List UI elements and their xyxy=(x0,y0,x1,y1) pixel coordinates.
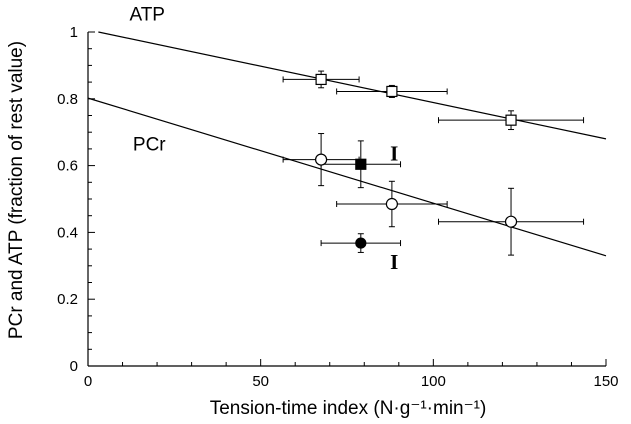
annotation-label-i: I xyxy=(390,250,398,274)
annotation-label-i: I xyxy=(390,142,398,166)
fit-lines xyxy=(87,31,607,257)
x-tick-label: 150 xyxy=(593,373,618,390)
atp-marker xyxy=(505,114,517,126)
y-tick-label: 0.8 xyxy=(57,91,78,108)
pcr-fit-line xyxy=(87,97,607,257)
y-tick-label: 0.6 xyxy=(57,158,78,175)
atp-fit-line xyxy=(98,31,607,140)
pcr-marker xyxy=(385,197,398,211)
x-tick-label: 0 xyxy=(84,373,92,390)
tick-marks xyxy=(87,31,607,367)
axes xyxy=(87,32,606,367)
y-axis-label: PCr and ATP (fraction of rest value) xyxy=(6,41,27,339)
tick-labels: 0 50 100 150 0 0.2 0.4 0.6 0.8 1 xyxy=(57,24,618,390)
error-bars xyxy=(282,70,585,256)
pcr-marker xyxy=(315,153,328,166)
x-tick-label: 100 xyxy=(421,373,446,390)
x-tick-label: 50 xyxy=(252,373,269,390)
atp-marker xyxy=(386,85,398,98)
pcr-marker xyxy=(504,215,518,228)
series-label-pcr: PCr xyxy=(133,135,166,156)
y-tick-label: 0.4 xyxy=(57,224,78,241)
filled-circle-marker xyxy=(355,237,367,249)
y-tick-label: 1 xyxy=(70,24,78,41)
y-tick-label: 0.2 xyxy=(57,291,78,308)
atp-marker xyxy=(315,73,327,86)
annotations: ATP PCr I I xyxy=(129,4,398,274)
series-label-atp: ATP xyxy=(129,4,165,25)
filled-square-marker xyxy=(355,158,367,170)
x-axis-label: Tension-time index (N·g⁻¹·min⁻¹) xyxy=(210,398,487,419)
y-tick-label: 0 xyxy=(70,358,78,375)
markers xyxy=(315,73,518,249)
